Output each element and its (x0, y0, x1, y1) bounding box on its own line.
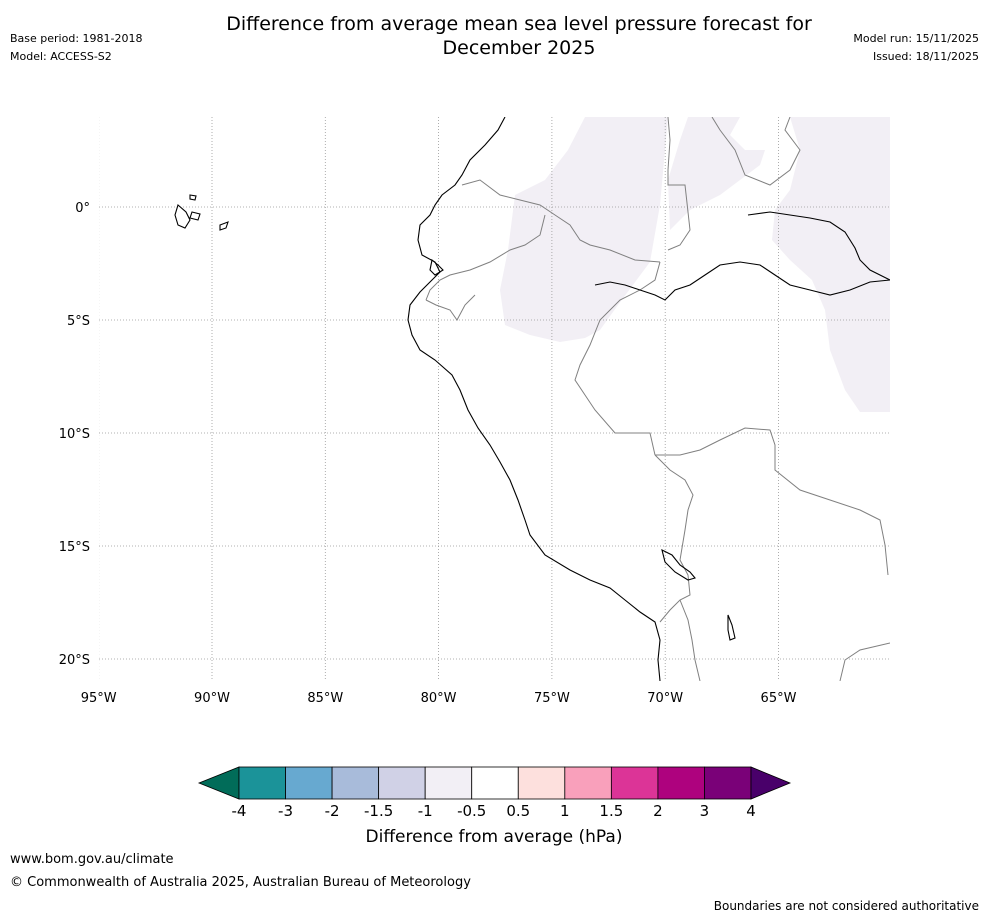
colorbar-box (378, 766, 426, 800)
lon-tick-label: 85°W (307, 691, 343, 706)
colorbar-boxes (197, 766, 792, 800)
border-venezuela-brazil (711, 117, 801, 186)
lat-tick-label: 10°S (59, 427, 90, 442)
anomaly-region-north (668, 117, 765, 230)
colorbar-box (564, 766, 612, 800)
colorbar-box (517, 766, 566, 800)
colorbar-tick-label: -1 (418, 802, 433, 820)
model-name: Model: ACCESS-S2 (10, 50, 112, 63)
title-line-1: Difference from average mean sea level p… (226, 13, 812, 35)
title-line-2: December 2025 (442, 37, 596, 59)
colorbar-box (331, 766, 380, 800)
colorbar-box (471, 766, 519, 800)
coastlines (174, 117, 890, 681)
meta-left: Base period: 1981-2018 Model: ACCESS-S2 (10, 30, 142, 66)
map-content (99, 117, 890, 681)
lat-tick-label: 20°S (59, 653, 90, 668)
lon-tick-label: 70°W (647, 691, 683, 706)
border-colombia-venezuela (667, 117, 691, 251)
colorbar-tick-label: 0.5 (506, 802, 530, 820)
colorbar-title: Difference from average (hPa) (366, 827, 623, 847)
chart-title: Difference from average mean sea level p… (0, 12, 988, 60)
border-peru-bolivia (654, 454, 694, 623)
anomaly-region-east (772, 117, 890, 412)
lon-tick-label: 75°W (534, 691, 570, 706)
galapagos-fernandina (189, 194, 197, 201)
colorbar-box (657, 766, 705, 800)
colorbar-box (238, 766, 286, 800)
colorbar-tick-label: 2 (653, 802, 663, 820)
lat-tick-label: 5°S (67, 314, 90, 329)
colorbar-box (424, 766, 473, 800)
colorbar-box (610, 766, 659, 800)
border-chile-bolivia (679, 599, 701, 681)
colorbar-labels: -4 -3 -2 -1.5 -1 -0.5 0.5 1 1.5 2 3 4 (232, 802, 756, 820)
colorbar-tick-label: 4 (746, 802, 756, 820)
coast-rio-negro (747, 211, 890, 281)
border-ecuador-peru (425, 214, 546, 301)
island-southern-coast (727, 614, 736, 641)
border-ecuador-peru-south (425, 294, 476, 321)
galapagos-isabela (174, 204, 191, 229)
lon-tick-label: 90°W (194, 691, 230, 706)
colorbar-box (285, 766, 333, 800)
coast-amazon-river (594, 261, 890, 301)
footer-copyright: © Commonwealth of Australia 2025, Austra… (10, 875, 471, 890)
issued-date: Issued: 18/11/2025 (872, 50, 979, 63)
colorbar-under-arrow (197, 766, 240, 800)
colorbar-tick-label: -2 (325, 802, 340, 820)
colorbar-tick-label: -4 (232, 802, 247, 820)
galapagos-san-cristobal (219, 221, 229, 231)
lat-tick-label: 15°S (59, 540, 90, 555)
lon-tick-label: 95°W (81, 691, 117, 706)
footer-url: www.bom.gov.au/climate (10, 852, 174, 867)
footer-note: Boundaries are not considered authoritat… (713, 899, 979, 913)
colorbar-tick-label: 1 (560, 802, 570, 820)
base-period: Base period: 1981-2018 (10, 32, 143, 45)
colorbar-tick-label: 1.5 (599, 802, 623, 820)
coast-gulf-guayaquil (429, 258, 444, 276)
border-peru-brazil (655, 427, 889, 576)
border-colombia-ecuador (461, 179, 661, 263)
galapagos-santa-cruz (189, 211, 201, 221)
colorbar-box (704, 766, 752, 800)
country-borders (425, 117, 890, 681)
meta-right: Model run: 15/11/2025 Issued: 18/11/2025 (853, 30, 979, 66)
model-run: Model run: 15/11/2025 (853, 32, 979, 45)
border-brazil-bolivia-south (839, 642, 890, 681)
colorbar-tick-label: -3 (278, 802, 293, 820)
lon-tick-label: 65°W (761, 691, 797, 706)
colorbar-over-arrow (750, 766, 792, 800)
longitude-labels: 95°W 90°W 85°W 80°W 75°W 70°W 65°W (81, 691, 797, 706)
map: 0° 5°S 10°S 15°S 20°S 95°W 90°W 85°W 80°W 75°W 70… (59, 117, 890, 706)
colorbar-tick-label: -0.5 (457, 802, 486, 820)
lon-tick-label: 80°W (421, 691, 457, 706)
graticule (99, 117, 890, 681)
coast-pacific-south-america (407, 117, 661, 681)
colorbar-tick-label: -1.5 (364, 802, 393, 820)
lat-tick-label: 0° (75, 201, 90, 216)
coast-lake-titicaca (661, 548, 696, 581)
colorbar-tick-label: 3 (700, 802, 710, 820)
latitude-labels: 0° 5°S 10°S 15°S 20°S (59, 201, 90, 668)
